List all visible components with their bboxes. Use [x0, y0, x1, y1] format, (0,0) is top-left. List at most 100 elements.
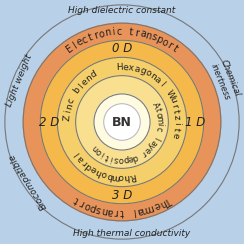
Text: r: r — [165, 40, 174, 51]
Text: o: o — [154, 111, 163, 118]
Text: r: r — [148, 202, 155, 213]
Text: e: e — [127, 153, 134, 163]
Text: e: e — [170, 131, 180, 139]
Text: High dielectric constant: High dielectric constant — [68, 7, 176, 15]
Text: 1 D: 1 D — [185, 115, 205, 129]
Text: t: t — [87, 32, 94, 43]
Text: r: r — [170, 102, 179, 109]
Text: m: m — [140, 203, 152, 215]
Text: o: o — [100, 169, 108, 179]
Text: 0 D: 0 D — [112, 42, 132, 55]
Text: a: a — [136, 205, 144, 216]
Text: l: l — [151, 135, 160, 141]
Text: d: d — [89, 70, 99, 80]
Text: o: o — [118, 172, 124, 182]
Text: h: h — [157, 197, 167, 209]
Text: d: d — [131, 152, 139, 162]
Text: n: n — [84, 73, 94, 83]
Text: a: a — [152, 75, 163, 85]
Text: r: r — [92, 30, 99, 41]
Text: i: i — [109, 153, 114, 163]
Text: R: R — [128, 171, 136, 181]
Text: t: t — [128, 27, 133, 37]
Text: Z: Z — [62, 114, 72, 121]
Text: T: T — [163, 194, 173, 206]
Text: r: r — [78, 197, 86, 208]
Text: 3 D: 3 D — [112, 189, 132, 202]
Text: t: t — [172, 127, 181, 132]
Text: s: s — [113, 154, 119, 164]
Text: n: n — [64, 102, 75, 110]
Text: n: n — [100, 205, 108, 216]
Text: m: m — [110, 172, 120, 182]
Text: n: n — [144, 30, 153, 41]
Text: o: o — [98, 29, 105, 40]
Text: c: c — [80, 34, 89, 45]
Text: l: l — [132, 206, 136, 217]
Text: e: e — [122, 62, 129, 72]
Text: t: t — [171, 109, 181, 114]
Text: c: c — [116, 27, 122, 37]
Text: s: s — [95, 204, 102, 215]
Text: b: b — [106, 171, 113, 181]
Text: a: a — [148, 138, 159, 147]
Text: m: m — [154, 115, 164, 124]
Text: 2 D: 2 D — [39, 115, 59, 129]
Text: H: H — [116, 62, 123, 72]
Text: A: A — [150, 101, 161, 110]
Text: n: n — [148, 71, 158, 82]
Text: p: p — [88, 202, 97, 213]
Text: o: o — [160, 37, 170, 48]
Circle shape — [23, 23, 221, 221]
Text: e: e — [80, 77, 90, 87]
Text: i: i — [111, 27, 115, 37]
Text: d: d — [84, 161, 94, 171]
Text: t: t — [170, 43, 179, 54]
Text: r: r — [139, 148, 147, 157]
Text: t: t — [152, 107, 162, 113]
Text: a: a — [106, 206, 114, 217]
Text: W: W — [163, 89, 176, 101]
Text: l: l — [73, 150, 82, 157]
Text: BN: BN — [112, 115, 132, 129]
Text: i: i — [63, 110, 73, 114]
Circle shape — [57, 57, 187, 187]
Text: E: E — [64, 43, 75, 54]
Circle shape — [76, 76, 168, 168]
Text: r: r — [134, 28, 140, 38]
Text: c: c — [154, 126, 163, 132]
Text: i: i — [155, 123, 164, 126]
Text: t: t — [72, 195, 81, 205]
Circle shape — [40, 40, 204, 204]
Text: a: a — [133, 64, 141, 74]
Text: o: o — [118, 155, 123, 164]
Text: s: s — [150, 32, 158, 43]
Text: Biocompatible: Biocompatible — [7, 151, 49, 211]
Text: i: i — [99, 150, 106, 158]
Circle shape — [94, 94, 150, 150]
Text: a: a — [138, 29, 147, 40]
Text: e: e — [89, 164, 99, 174]
Text: Light weight: Light weight — [4, 53, 34, 108]
Text: r: r — [114, 207, 118, 217]
Text: a: a — [76, 153, 86, 163]
Text: y: y — [145, 141, 155, 151]
Text: c: c — [66, 97, 77, 105]
Text: e: e — [152, 200, 162, 211]
Text: x: x — [128, 63, 135, 73]
Text: p: p — [154, 34, 164, 46]
Circle shape — [5, 5, 239, 239]
Text: e: e — [74, 37, 84, 48]
Text: High thermal conductivity: High thermal conductivity — [73, 229, 190, 237]
Text: l: l — [71, 40, 78, 50]
Text: n: n — [103, 28, 111, 38]
Circle shape — [104, 104, 140, 140]
Text: z: z — [172, 115, 181, 120]
Text: l: l — [76, 82, 85, 90]
Text: Chemical
inertness: Chemical inertness — [209, 59, 241, 102]
Text: g: g — [138, 66, 147, 76]
Text: o: o — [94, 146, 103, 156]
Text: i: i — [172, 122, 182, 125]
Text: o: o — [82, 200, 92, 211]
Text: e: e — [142, 144, 152, 155]
